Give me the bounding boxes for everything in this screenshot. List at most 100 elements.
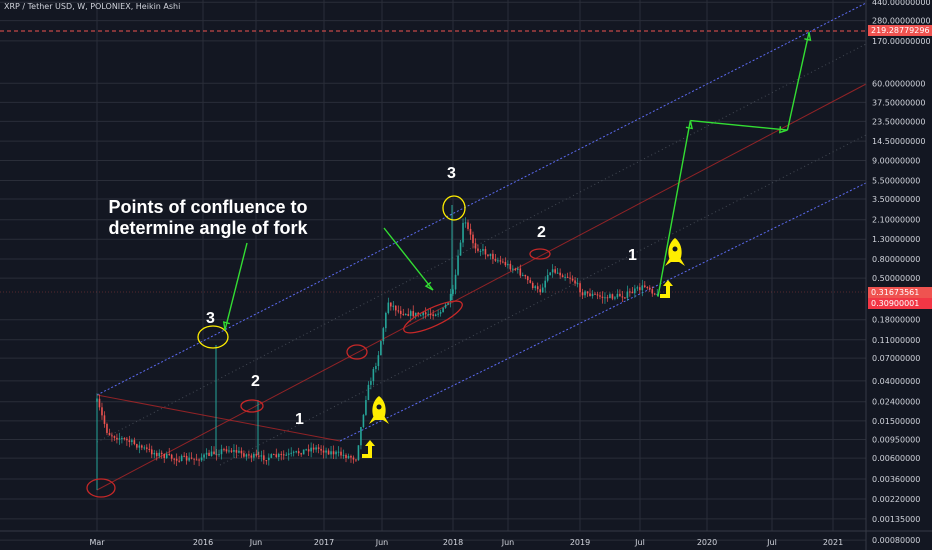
candle-body — [599, 295, 601, 297]
candle-body — [566, 276, 569, 278]
candle-body — [275, 454, 278, 458]
candle-body — [497, 260, 499, 262]
rocket-icon — [665, 238, 685, 266]
candle-body — [335, 451, 337, 455]
candle-body — [502, 261, 504, 263]
candle-body — [250, 455, 253, 458]
candle-body — [106, 423, 108, 433]
candle-body — [457, 255, 459, 275]
candle-body — [263, 455, 265, 461]
candle-body — [414, 312, 417, 317]
candle-body — [626, 291, 629, 298]
candle-body — [404, 314, 407, 316]
candle-body — [238, 450, 240, 453]
candle-body — [175, 458, 178, 461]
y-tick-label: 0.07000000 — [872, 354, 920, 363]
x-tick-label: Jun — [501, 538, 515, 547]
candle-body — [357, 445, 360, 461]
candle-body — [432, 314, 434, 316]
y-tick-label: 0.00080000 — [872, 536, 920, 545]
candle-body — [591, 293, 594, 297]
candle-body — [609, 294, 611, 299]
channel-quarter-line — [219, 134, 867, 466]
candle-body — [444, 304, 447, 308]
candle-body — [265, 460, 268, 462]
candle-body — [377, 355, 380, 367]
pointer-arrow-to-2018 — [383, 227, 434, 291]
candle-body — [136, 444, 138, 448]
y-tick-label: 0.02400000 — [872, 398, 920, 407]
candle-body — [178, 460, 180, 462]
candle-body — [270, 454, 273, 458]
confluence-annotation: Points of confluence to determine angle … — [78, 197, 338, 239]
candle-body — [559, 272, 561, 276]
y-tick-label: 440.00000000 — [872, 0, 931, 7]
candle-body — [534, 286, 537, 289]
candle-body — [514, 268, 517, 270]
candle-body — [128, 440, 131, 442]
pointer-arrow-to-2018-head — [424, 281, 434, 291]
candle-body — [576, 283, 579, 285]
candle-body — [489, 253, 492, 257]
candle-body — [390, 302, 392, 307]
candle-body — [541, 287, 544, 293]
candle-body — [407, 314, 410, 316]
candle-body — [564, 276, 566, 278]
candle-body — [375, 366, 377, 370]
candle-body — [213, 451, 215, 455]
candle-body — [382, 328, 385, 342]
candle-body — [452, 289, 454, 294]
candle-body — [524, 274, 527, 277]
x-tick-label: 2021 — [823, 538, 843, 547]
candle-body — [544, 280, 546, 288]
candle-body — [290, 452, 293, 454]
candle-body — [210, 451, 213, 456]
candle-body — [621, 296, 624, 298]
candle-body — [459, 242, 462, 256]
candle-body — [646, 287, 649, 289]
label-1-2019: 1 — [628, 247, 637, 264]
candle-body — [317, 447, 320, 449]
candle-body — [360, 427, 362, 446]
candle-body — [561, 275, 564, 278]
y-tick-label: 9.00000000 — [872, 156, 920, 165]
candle-body — [108, 432, 111, 436]
candle-body — [624, 297, 626, 299]
candle-body — [220, 449, 223, 455]
projection-arrow-2-head — [804, 32, 812, 42]
candle-body — [258, 455, 260, 457]
candle-body — [367, 384, 370, 401]
current-price-tag: 0.31673561 — [868, 287, 932, 298]
candle-body — [472, 234, 474, 244]
candle-body — [350, 455, 352, 458]
candle-body — [586, 291, 589, 294]
candle-body — [429, 314, 432, 316]
candle-body — [255, 453, 258, 456]
candle-body — [195, 459, 198, 461]
candle-body — [402, 314, 405, 316]
candle-body — [596, 294, 599, 296]
candle-body — [449, 293, 452, 303]
candle-body — [427, 314, 429, 316]
candle-body — [546, 275, 549, 281]
candle-body — [584, 291, 586, 296]
candle-body — [253, 453, 255, 458]
candle-body — [200, 457, 203, 461]
candle-body — [365, 400, 367, 415]
candle-body — [422, 312, 424, 316]
candle-body — [409, 311, 412, 316]
candle-body — [116, 437, 118, 440]
candle-body — [387, 302, 390, 313]
grid — [0, 0, 866, 541]
candle-body — [243, 453, 245, 457]
projection-arrow-0-head — [685, 120, 693, 130]
candle-body — [183, 455, 185, 457]
y-tick-label: 60.00000000 — [872, 79, 925, 88]
candle-body — [285, 454, 288, 456]
candle-body — [155, 452, 158, 457]
projection-arrow-2 — [786, 32, 810, 131]
candle-body — [180, 455, 183, 462]
candle-body — [653, 293, 656, 295]
